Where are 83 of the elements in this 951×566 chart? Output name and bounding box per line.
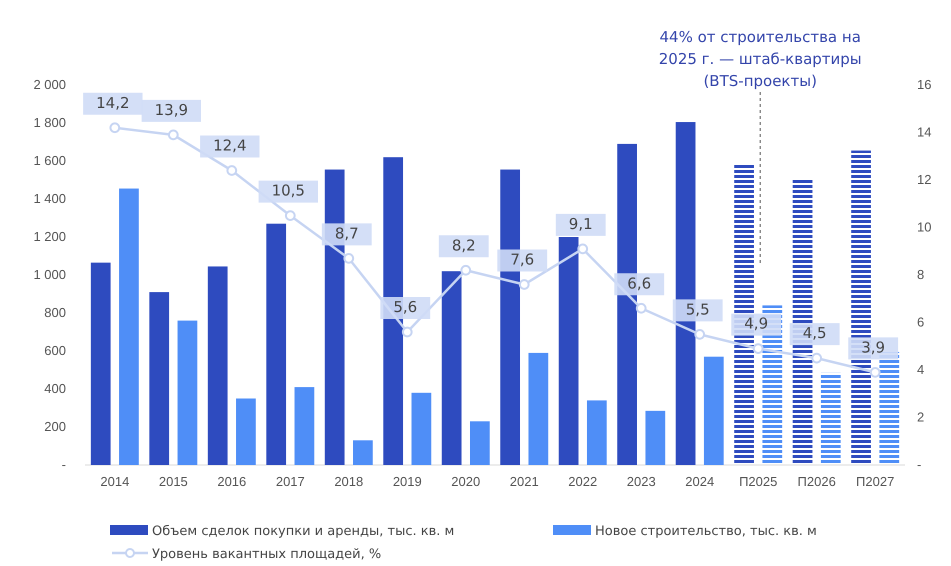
data-label: 12,4 bbox=[213, 136, 247, 155]
x-tick-label: П2025 bbox=[739, 474, 778, 490]
ref-line-label: 44% от строительства на 2025 г. — штаб-квартиры (BTS-проекты) bbox=[658, 28, 862, 90]
bar bbox=[119, 188, 139, 465]
legend-label: Уровень вакантных площадей, % bbox=[152, 547, 382, 562]
x-tick-label: 2017 bbox=[276, 474, 305, 490]
point bbox=[168, 130, 179, 140]
point bbox=[811, 352, 822, 364]
data-label: 7,6 bbox=[510, 250, 534, 269]
y-tick-label: 600 bbox=[44, 343, 66, 358]
y2-tick-label: 4 bbox=[917, 362, 924, 378]
point bbox=[226, 165, 238, 176]
data-label: 8,7 bbox=[334, 224, 359, 242]
y2-tick-label: 2 bbox=[917, 410, 924, 425]
y-tick-label: 400 bbox=[44, 381, 66, 396]
data-label: 5,5 bbox=[686, 300, 710, 318]
bar bbox=[294, 387, 314, 465]
bar bbox=[820, 372, 841, 465]
y-tick-label: - bbox=[62, 457, 66, 472]
y-tick-label: 1 200 bbox=[33, 229, 66, 244]
data-label: 3,9 bbox=[861, 338, 886, 356]
data-label: 5,6 bbox=[393, 298, 418, 316]
y-tick-label: 1 800 bbox=[33, 115, 66, 130]
x-tick-label: 2014 bbox=[100, 474, 130, 490]
y-tick-label: 800 bbox=[44, 305, 66, 320]
point bbox=[284, 210, 296, 221]
data-label: 9,1 bbox=[568, 214, 593, 233]
point bbox=[460, 264, 472, 276]
bar bbox=[412, 392, 432, 465]
x-tick-label: 2020 bbox=[451, 474, 480, 490]
bar bbox=[236, 398, 256, 465]
y-tick-label: 2 000 bbox=[33, 77, 66, 92]
x-tick-label: 2016 bbox=[217, 474, 246, 490]
bar bbox=[442, 271, 462, 465]
y-tick-label: 1 000 bbox=[33, 267, 66, 282]
y2-tick-label: 16 bbox=[917, 77, 932, 92]
point bbox=[870, 367, 881, 378]
point bbox=[636, 302, 647, 314]
data-label: 6,6 bbox=[627, 274, 652, 292]
data-label: 4,9 bbox=[744, 314, 768, 333]
point bbox=[402, 326, 413, 338]
x-tick-label: П2026 bbox=[798, 474, 836, 490]
data-label: 10,5 bbox=[272, 182, 305, 200]
y-tick-label: 1 400 bbox=[33, 191, 66, 206]
x-tick-label: 2019 bbox=[392, 474, 422, 490]
y2-tick-label: 6 bbox=[917, 314, 924, 330]
bar bbox=[208, 266, 228, 465]
point bbox=[343, 253, 354, 264]
bar bbox=[149, 292, 170, 465]
bar bbox=[645, 410, 666, 465]
x-tick-label: П2027 bbox=[856, 474, 894, 490]
x-tick-label: 2018 bbox=[334, 474, 364, 490]
bar bbox=[178, 320, 198, 465]
legend-label: Объем сделок покупки и аренды, тыс. кв. м bbox=[152, 524, 454, 539]
data-label: 14,2 bbox=[96, 94, 130, 112]
point bbox=[694, 329, 706, 340]
data-label: 4,5 bbox=[802, 324, 827, 342]
y-tick-label: 200 bbox=[44, 419, 66, 434]
bar bbox=[704, 356, 724, 465]
point bbox=[518, 279, 530, 290]
y2-tick-label: 12 bbox=[917, 172, 932, 188]
y2-tick-label: 10 bbox=[917, 220, 932, 235]
x-tick-label: 2015 bbox=[158, 474, 188, 490]
x-tick-label: 2022 bbox=[568, 474, 598, 490]
point bbox=[109, 122, 120, 134]
point bbox=[577, 244, 588, 254]
x-tick-label: 2023 bbox=[626, 474, 656, 490]
bar bbox=[266, 224, 286, 465]
bar bbox=[470, 421, 490, 465]
y2-tick-label: 8 bbox=[917, 267, 924, 282]
y2-tick-label: 14 bbox=[917, 124, 932, 140]
legend-label: Новое строительство, тыс. кв. м bbox=[595, 524, 817, 539]
point bbox=[752, 343, 764, 354]
y-tick-label: 1 600 bbox=[33, 153, 66, 168]
bar bbox=[90, 262, 111, 465]
x-tick-label: 2021 bbox=[510, 474, 539, 490]
y2-tick-label: - bbox=[917, 457, 922, 472]
data-label: 8,2 bbox=[452, 236, 476, 254]
x-tick-label: 2024 bbox=[685, 474, 714, 490]
data-label: 13,9 bbox=[154, 100, 188, 119]
bar bbox=[528, 352, 548, 465]
bar bbox=[586, 400, 607, 465]
bar bbox=[353, 440, 373, 465]
